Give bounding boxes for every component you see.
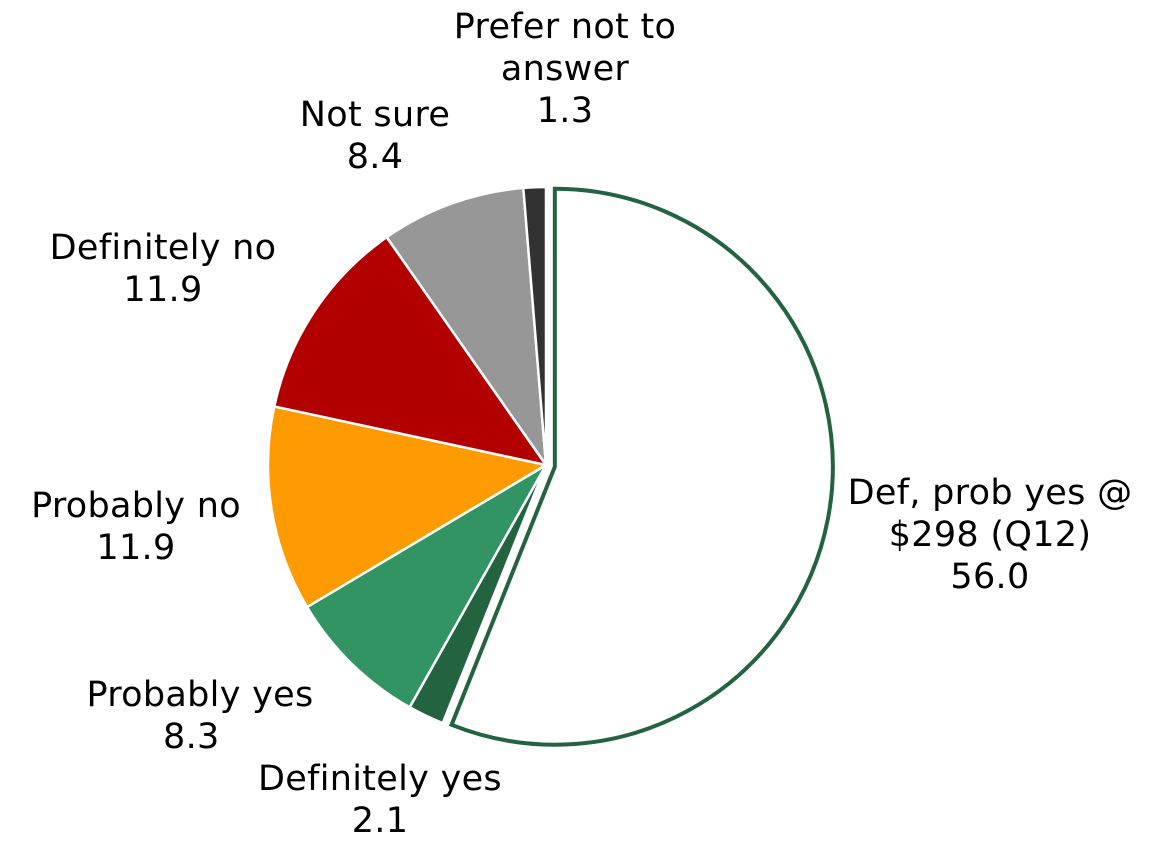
label-probably-yes-line1: Probably yes [86,675,314,715]
pie-slice-5 [384,186,548,470]
label-not-sure-value: 8.4 [346,137,404,177]
pie-slice-6 [521,185,548,466]
label-probably-no-line1: Probably no [31,486,241,526]
label-definitely-no-line1: Definitely no [49,228,277,268]
label-definitely-yes-line1: Definitely yes [258,759,502,799]
label-prefer-not-value: 1.3 [536,91,594,131]
label-probably-yes-value: 8.3 [163,717,220,757]
pie-slice-0 [448,186,835,747]
label-probably-yes: Probably yes 8.3 [55,674,345,758]
label-not-sure: Not sure 8.4 [270,94,480,178]
label-prefer-not-line2: answer [500,49,630,89]
label-definitely-no-value: 11.9 [123,270,203,310]
label-prefer-not-line1: Prefer not to [453,7,677,47]
label-definitely-no: Definitely no 11.9 [18,227,308,311]
label-def-prob-yes-value: 56.0 [950,557,1030,597]
label-probably-no: Probably no 11.9 [0,485,272,569]
label-not-sure-line1: Not sure [299,95,451,135]
label-definitely-yes-value: 2.1 [351,801,409,841]
label-definitely-yes: Definitely yes 2.1 [230,758,530,842]
pie-slice-4 [272,235,549,467]
pie-slice-3 [266,404,550,609]
label-def-prob-yes-line1: Def, prob yes @ [847,473,1133,513]
label-def-prob-yes-line2: $298 (Q12) [888,515,1092,555]
label-prefer-not: Prefer not to answer 1.3 [420,6,710,132]
pie-slice-2 [305,461,550,709]
label-def-prob-yes: Def, prob yes @ $298 (Q12) 56.0 [830,472,1150,598]
label-probably-no-value: 11.9 [96,528,176,568]
